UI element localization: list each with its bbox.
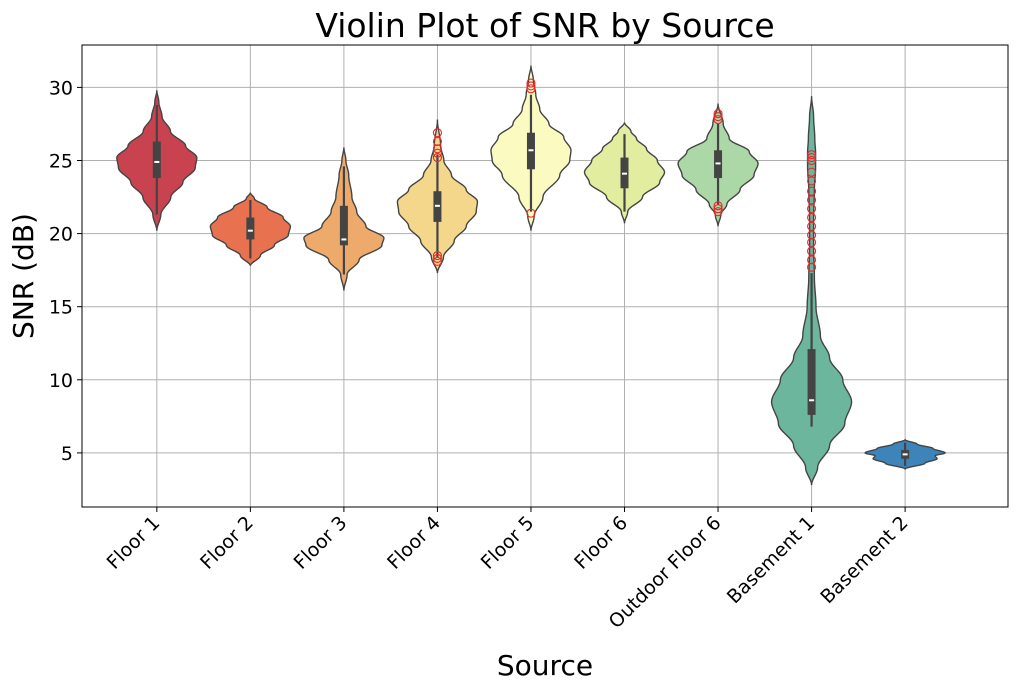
- outlier-point: [432, 136, 442, 147]
- outlier-point: [526, 84, 536, 94]
- violin-iqr-box: [807, 349, 816, 415]
- outlier-point: [713, 109, 723, 119]
- y-tick-label: 20: [49, 224, 73, 246]
- y-tick-label: 5: [61, 443, 73, 465]
- outlier-point: [713, 207, 723, 217]
- outlier-point: [807, 195, 817, 205]
- outlier-point: [526, 78, 536, 88]
- outlier-point: [526, 81, 536, 91]
- outlier-point: [807, 186, 817, 196]
- violin-iqr-box: [246, 217, 255, 240]
- outlier-point: [432, 153, 442, 163]
- outlier-point: [432, 128, 442, 138]
- plot-frame: [81, 44, 1009, 508]
- x-tick-label: Floor 2: [196, 512, 258, 574]
- outlier-point: [432, 256, 442, 266]
- outlier-point: [713, 201, 723, 211]
- violins: [116, 65, 946, 486]
- x-tick-label: Floor 1: [103, 512, 165, 574]
- outlier-point: [807, 167, 817, 177]
- violin-iqr-box: [339, 205, 348, 246]
- outlier-point: [807, 212, 817, 223]
- outlier-point: [807, 237, 817, 247]
- x-tick-label: Floor 5: [477, 512, 539, 574]
- outlier-point: [807, 176, 817, 186]
- outlier-point: [807, 255, 817, 265]
- outlier-point: [807, 246, 817, 256]
- outlier-point: [432, 144, 442, 154]
- x-tick-label: Basement 2: [816, 512, 912, 608]
- outlier-point: [432, 253, 442, 264]
- y-tick-label: 10: [49, 370, 73, 392]
- x-tick-label: Floor 6: [570, 512, 632, 574]
- violin-iqr-box: [152, 141, 161, 179]
- outlier-point: [807, 230, 817, 240]
- y-tick-label: 25: [49, 151, 73, 173]
- outlier-point: [713, 115, 723, 125]
- y-axis-label: SNR (dB): [7, 213, 40, 339]
- outlier-point: [432, 148, 442, 158]
- y-tick-label: 15: [49, 297, 73, 319]
- grid-lines: [82, 45, 1008, 507]
- outlier-point: [432, 250, 442, 261]
- x-tick-label: Basement 1: [723, 512, 819, 608]
- outlier-point: [807, 153, 817, 163]
- outlier-point: [807, 155, 817, 166]
- outlier-point: [807, 262, 817, 272]
- outlier-point: [713, 112, 723, 122]
- outlier-point: [807, 221, 817, 231]
- x-tick-label: Floor 3: [290, 512, 352, 574]
- x-axis-label: Source: [497, 649, 593, 682]
- outlier-point: [807, 204, 817, 214]
- x-tick-label: Floor 4: [383, 512, 445, 574]
- chart-title: Violin Plot of SNR by Source: [315, 6, 774, 45]
- y-tick-label: 30: [49, 77, 73, 99]
- outlier-point: [713, 204, 723, 214]
- outlier-point: [526, 208, 536, 218]
- outlier-point: [807, 150, 817, 160]
